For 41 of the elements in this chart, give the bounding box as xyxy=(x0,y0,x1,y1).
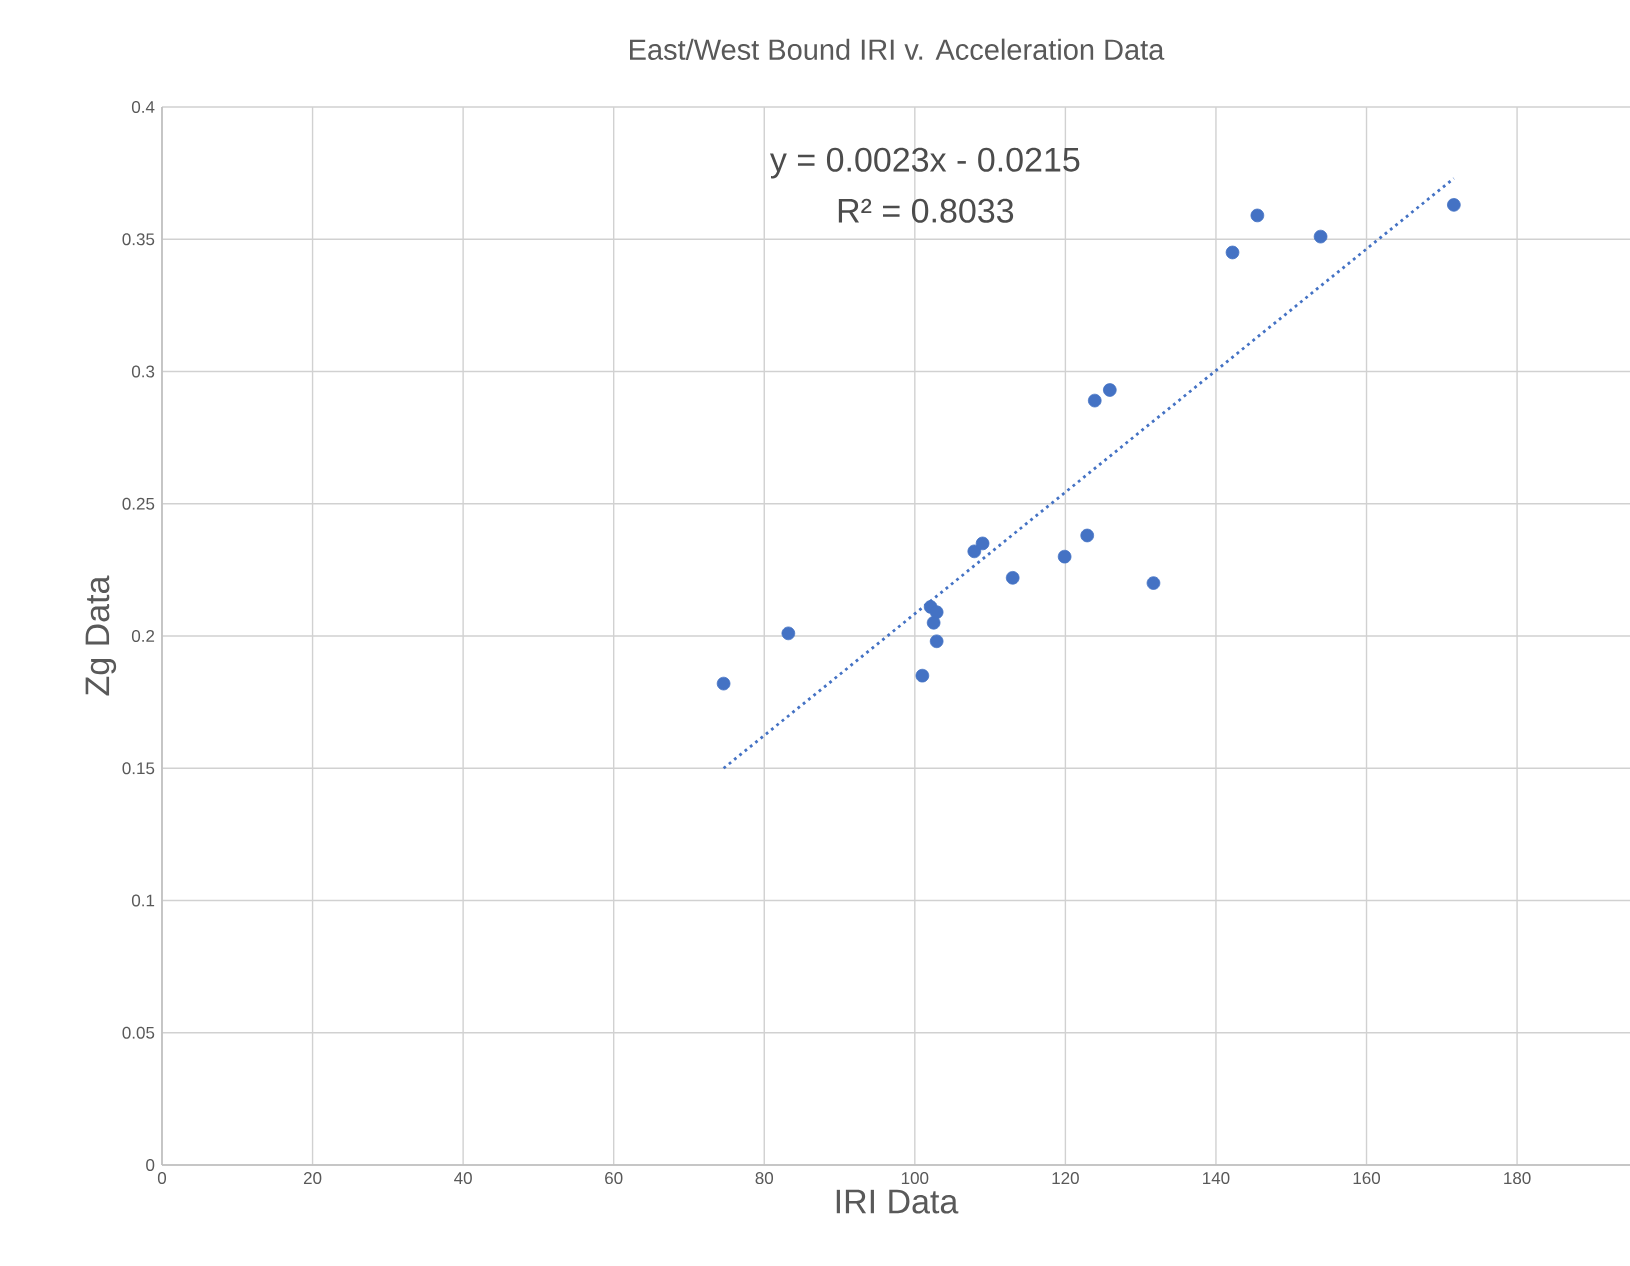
point xyxy=(781,626,796,641)
x-tick-label: 160 xyxy=(1353,1172,1381,1185)
point xyxy=(975,536,990,551)
x-tick-label: 80 xyxy=(755,1172,774,1185)
x-tick-label: 60 xyxy=(605,1172,623,1185)
x-tick-label: 140 xyxy=(1203,1172,1230,1185)
x-tick-label: 0 xyxy=(157,1172,167,1185)
y-tick-label: 0.35 xyxy=(122,233,155,246)
chart-title: East/West Bound IRI v. Acceleration Data xyxy=(630,38,1165,60)
x-axis-title: IRI Data xyxy=(836,1189,959,1214)
y-tick-label: 0.3 xyxy=(131,365,155,378)
point xyxy=(929,605,944,619)
x-tick-label: 40 xyxy=(454,1172,472,1185)
point xyxy=(915,668,930,683)
x-tick-label: 100 xyxy=(901,1172,929,1185)
y-tick-label: 0.2 xyxy=(131,630,155,643)
point xyxy=(1103,383,1117,397)
point xyxy=(1057,549,1072,564)
point xyxy=(929,634,944,649)
point xyxy=(1146,576,1161,590)
x-tick-label: 120 xyxy=(1052,1172,1079,1185)
y-tick-label: 0.25 xyxy=(122,497,155,510)
y-tick-label: 0.1 xyxy=(131,894,155,907)
x-tick-label: 20 xyxy=(303,1172,322,1185)
point xyxy=(1225,245,1240,260)
point xyxy=(1005,571,1020,585)
point xyxy=(967,544,982,559)
point xyxy=(1447,198,1461,212)
y-tick-label: 0.4 xyxy=(131,101,155,114)
point xyxy=(1080,528,1095,543)
point xyxy=(1087,393,1102,408)
x-tick-label: 180 xyxy=(1504,1172,1531,1185)
point xyxy=(716,676,731,691)
y-tick-label: 0.05 xyxy=(122,1026,155,1039)
point xyxy=(1250,208,1265,223)
annotation: y = 0.0023x - 0.0215 xyxy=(769,147,1080,179)
y-axis-title: Zg Data xyxy=(85,575,117,696)
point xyxy=(1313,229,1328,244)
annotation: R² = 0.8033 xyxy=(838,198,1014,223)
y-tick-label: 0 xyxy=(146,1159,155,1172)
y-tick-label: 0.15 xyxy=(122,762,155,775)
